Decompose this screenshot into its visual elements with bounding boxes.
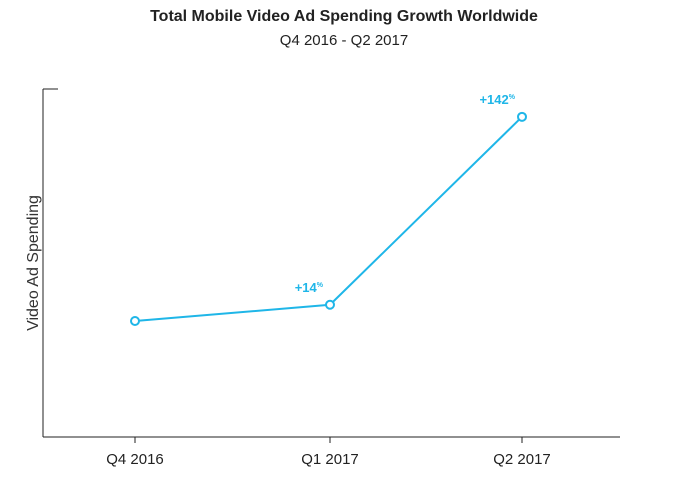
y-axis-title: Video Ad Spending [25, 195, 42, 331]
chart-axes [42, 88, 620, 438]
series-line [134, 116, 523, 322]
data-label-unit: % [509, 94, 516, 101]
x-tick-label: Q1 2017 [301, 451, 359, 468]
data-point-marker [325, 299, 335, 310]
x-tick-label: Q4 2016 [106, 451, 164, 468]
series-layer: +14%+142% [130, 92, 527, 326]
chart-title: Total Mobile Video Ad Spending Growth Wo… [150, 8, 538, 25]
data-label-unit: % [317, 282, 324, 289]
data-label-value: +14 [295, 280, 318, 295]
data-point-marker [130, 316, 140, 326]
x-tick-label: Q2 2017 [493, 451, 551, 468]
data-label-value: +142 [479, 92, 508, 107]
chart-subtitle: Q4 2016 - Q2 2017 [279, 32, 409, 49]
data-label: +14% [295, 280, 324, 295]
data-label: +142% [479, 92, 515, 107]
data-point-marker [517, 111, 527, 122]
x-axis-ticks: Q4 2016 Q1 2017 Q2 2017 [106, 437, 551, 468]
